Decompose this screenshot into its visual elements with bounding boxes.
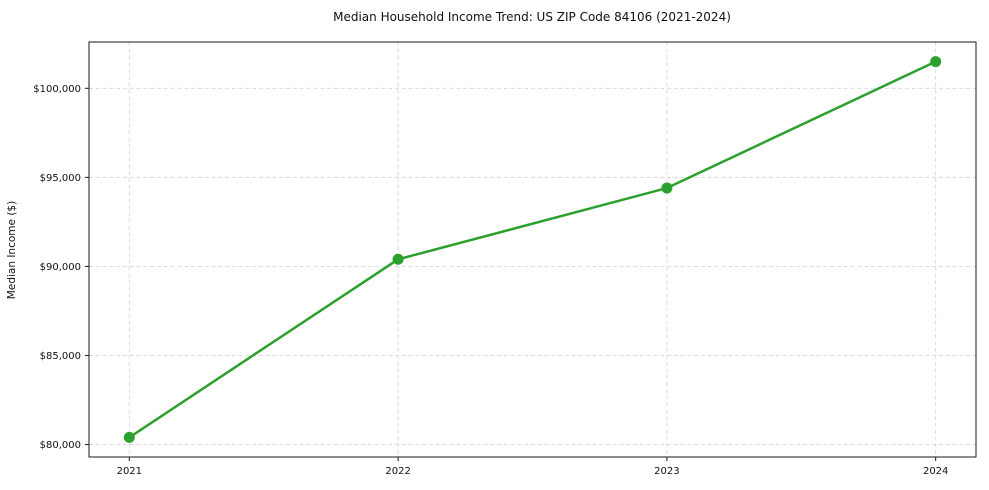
- data-point-2022: [392, 253, 404, 265]
- y-tick-label: $90,000: [40, 262, 81, 273]
- y-tick-label: $100,000: [33, 84, 81, 95]
- chart-title: Median Household Income Trend: US ZIP Co…: [333, 10, 731, 24]
- data-point-2024: [930, 56, 942, 68]
- x-tick-label: 2021: [117, 466, 142, 477]
- trend-line: [128, 60, 937, 439]
- data-point-2021: [123, 431, 135, 443]
- y-tick-label: $85,000: [40, 351, 81, 362]
- y-tick-label: $95,000: [40, 173, 81, 184]
- data-point-2023: [661, 182, 673, 194]
- income-trend-series: [123, 56, 942, 443]
- gridlines: [89, 42, 976, 457]
- x-tick-label: 2024: [923, 466, 948, 477]
- y-tick-label: $80,000: [40, 440, 81, 451]
- x-tick-label: 2022: [385, 466, 410, 477]
- axis-tick-marks: [85, 87, 937, 461]
- y-axis-label: Median Income ($): [6, 201, 18, 299]
- x-tick-label: 2023: [654, 466, 679, 477]
- axis-tick-labels: 2021 2022 2023 2024 $80,000 $85,000 $90,000 $95…: [33, 84, 948, 477]
- plot-border: [88, 41, 977, 458]
